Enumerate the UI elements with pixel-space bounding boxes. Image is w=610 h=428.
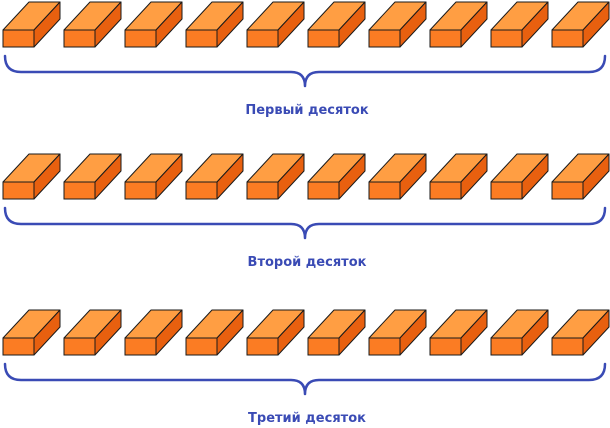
ten-block	[185, 309, 244, 356]
ten-block	[2, 1, 61, 48]
ten-block	[63, 1, 122, 48]
ten-block	[307, 309, 366, 356]
ten-block	[551, 1, 610, 48]
ten-block	[124, 1, 183, 48]
curly-brace	[3, 206, 607, 240]
block-front-face	[429, 181, 462, 200]
ten-block	[429, 309, 488, 356]
ten-group: Первый десяток	[2, 1, 610, 118]
block-front-face	[490, 29, 523, 48]
block-front-face	[246, 29, 279, 48]
block-front-face	[63, 29, 96, 48]
block-front-face	[490, 181, 523, 200]
ten-group: Третий десяток	[2, 309, 610, 426]
block-front-face	[2, 29, 35, 48]
curly-brace	[3, 54, 607, 88]
block-front-face	[124, 29, 157, 48]
block-front-face	[246, 181, 279, 200]
ten-block	[2, 153, 61, 200]
ten-block	[246, 309, 305, 356]
block-front-face	[124, 337, 157, 356]
ten-block	[307, 1, 366, 48]
ten-block	[368, 309, 427, 356]
curly-brace	[3, 362, 607, 396]
ten-block	[429, 1, 488, 48]
ten-group: Второй десяток	[2, 153, 610, 270]
block-front-face	[63, 337, 96, 356]
block-front-face	[551, 181, 584, 200]
block-front-face	[185, 181, 218, 200]
block-front-face	[2, 337, 35, 356]
ten-block	[490, 153, 549, 200]
block-front-face	[490, 337, 523, 356]
block-front-face	[368, 337, 401, 356]
ten-block	[490, 309, 549, 356]
ten-block	[551, 153, 610, 200]
block-front-face	[246, 337, 279, 356]
block-front-face	[429, 29, 462, 48]
group-label: Третий десяток	[248, 411, 366, 426]
block-front-face	[368, 181, 401, 200]
group-label: Второй десяток	[248, 255, 367, 270]
ten-block	[246, 1, 305, 48]
block-front-face	[124, 181, 157, 200]
ten-block	[2, 309, 61, 356]
block-front-face	[368, 29, 401, 48]
ten-block	[368, 153, 427, 200]
block-front-face	[307, 337, 340, 356]
ten-block	[124, 153, 183, 200]
ten-block	[124, 309, 183, 356]
block-front-face	[429, 337, 462, 356]
block-front-face	[185, 29, 218, 48]
block-front-face	[307, 29, 340, 48]
ten-block	[63, 309, 122, 356]
ten-block	[551, 309, 610, 356]
ten-block	[185, 1, 244, 48]
ten-block	[246, 153, 305, 200]
block-front-face	[551, 337, 584, 356]
block-front-face	[185, 337, 218, 356]
ten-block	[368, 1, 427, 48]
block-front-face	[551, 29, 584, 48]
ten-block	[490, 1, 549, 48]
block-front-face	[307, 181, 340, 200]
block-front-face	[63, 181, 96, 200]
ten-block	[185, 153, 244, 200]
block-front-face	[2, 181, 35, 200]
ten-block	[429, 153, 488, 200]
group-label: Первый десяток	[245, 103, 368, 118]
ten-block	[307, 153, 366, 200]
ten-block	[63, 153, 122, 200]
